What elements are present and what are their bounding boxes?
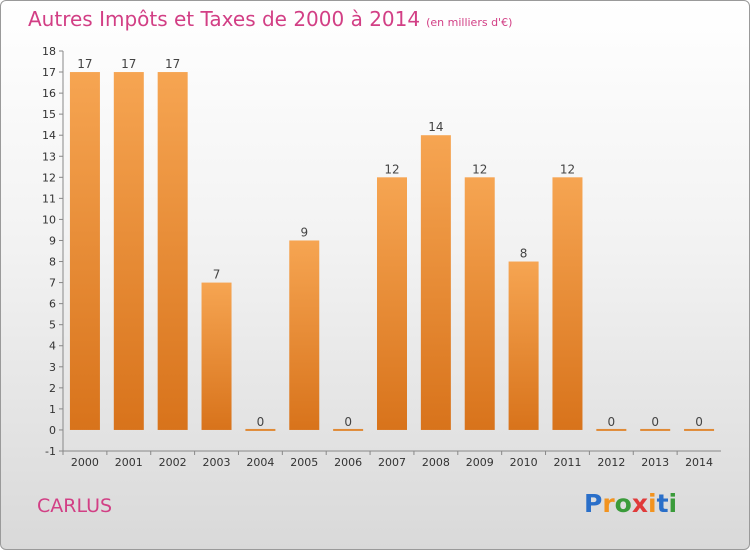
x-tick-label: 2008: [422, 456, 450, 469]
y-tick-label: 1: [49, 403, 56, 416]
data-label: 7: [213, 268, 221, 282]
y-tick-label: 14: [42, 129, 56, 142]
x-tick-label: 2011: [553, 456, 581, 469]
y-tick-label: -1: [45, 445, 56, 458]
x-tick-label: 2013: [641, 456, 669, 469]
logo-letter: i: [648, 489, 657, 518]
y-tick-label: 4: [49, 340, 56, 353]
logo-letter: t: [656, 489, 669, 518]
bar: [201, 282, 232, 430]
x-tick-label: 2007: [378, 456, 406, 469]
bar: [464, 177, 495, 430]
chart-unit: (en milliers d'€): [426, 16, 513, 29]
y-tick-label: 17: [42, 66, 56, 79]
data-label: 17: [165, 57, 180, 71]
x-tick-label: 2002: [159, 456, 187, 469]
x-tick-label: 2000: [71, 456, 99, 469]
y-tick-label: 5: [49, 319, 56, 332]
logo-letter: r: [602, 489, 615, 518]
bar: [245, 428, 276, 431]
proxiti-logo: Proxiti: [584, 489, 677, 518]
y-tick-label: 3: [49, 361, 56, 374]
bar: [69, 72, 100, 430]
logo-letter: i: [668, 489, 678, 518]
x-tick-label: 2012: [597, 456, 625, 469]
x-tick-label: 2005: [290, 456, 318, 469]
bar: [596, 428, 627, 431]
data-label: 0: [608, 415, 616, 429]
data-label: 0: [257, 415, 265, 429]
x-tick-label: 2003: [203, 456, 231, 469]
y-tick-label: 0: [49, 424, 56, 437]
bar: [420, 135, 451, 430]
bars: 17 17 17 7 0 9 0 12 14 12 8 12 0 0 0: [69, 57, 715, 431]
y-tick-label: 7: [49, 277, 56, 290]
logo-letter: x: [631, 489, 648, 518]
x-tick-label: 2001: [115, 456, 143, 469]
data-label: 14: [428, 120, 443, 134]
bar: [377, 177, 407, 430]
logo-letter: P: [584, 489, 603, 518]
x-tick-label: 2006: [334, 456, 362, 469]
data-label: 17: [77, 57, 92, 71]
bar: [640, 428, 671, 431]
data-label: 12: [384, 162, 399, 176]
x-tick-label: 2009: [466, 456, 494, 469]
x-tick-label: 2010: [510, 456, 538, 469]
bar: [157, 72, 188, 430]
logo-letter: o: [614, 489, 632, 518]
y-tick-label: 13: [42, 150, 56, 163]
data-label: 8: [520, 247, 528, 261]
data-label: 9: [300, 225, 308, 239]
y-tick-label: 2: [49, 382, 56, 395]
y-tick-label: 8: [49, 256, 56, 269]
data-label: 17: [121, 57, 136, 71]
y-tick-label: 10: [42, 213, 56, 226]
x-tick-label: 2004: [246, 456, 274, 469]
y-tick-label: 11: [42, 192, 56, 205]
y-tick-label: 15: [42, 108, 56, 121]
x-tick-label: 2014: [685, 456, 713, 469]
y-tick-label: 6: [49, 298, 56, 311]
y-tick-label: 12: [42, 171, 56, 184]
y-tick-label: 16: [42, 87, 56, 100]
data-label: 0: [651, 415, 659, 429]
y-tick-label: 9: [49, 234, 56, 247]
bar: [684, 428, 715, 431]
bar: [508, 261, 539, 430]
chart-title-text: Autres Impôts et Taxes de 2000 à 2014: [28, 7, 421, 31]
bar: [333, 428, 364, 431]
bar: [552, 177, 583, 430]
data-label: 0: [344, 415, 352, 429]
data-label: 12: [472, 162, 487, 176]
bar: [289, 240, 320, 430]
chart-title: Autres Impôts et Taxes de 2000 à 2014 (en…: [28, 7, 512, 31]
y-tick-label: 18: [42, 45, 56, 58]
bar: [113, 72, 144, 430]
data-label: 12: [560, 162, 575, 176]
city-label: CARLUS: [37, 495, 113, 517]
data-label: 0: [695, 415, 703, 429]
